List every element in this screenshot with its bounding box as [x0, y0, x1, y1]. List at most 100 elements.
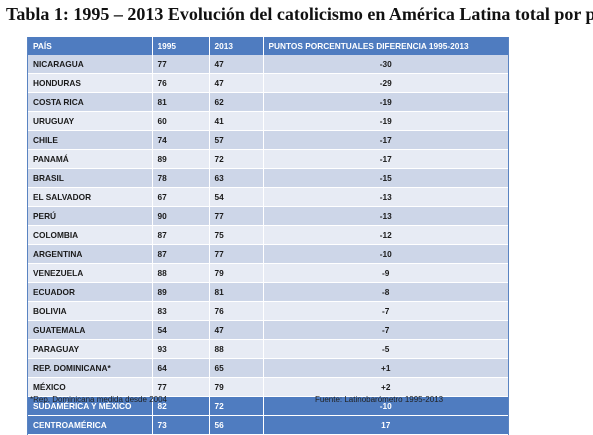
cell-pais: GUATEMALA — [28, 320, 153, 340]
cell-pais: PANAMÁ — [28, 149, 153, 169]
totals-row: CENTROAMÉRICA 73 56 17 — [28, 415, 508, 435]
source-note: Fuente: Latinobarómetro 1995-2013 — [315, 395, 444, 404]
cell-diferencia: -19 — [263, 92, 508, 112]
cell-1995: 67 — [152, 187, 210, 207]
cell-1995: 81 — [152, 92, 210, 112]
cell-diferencia: -13 — [263, 187, 508, 207]
cell-diferencia: -19 — [263, 111, 508, 131]
cell-1995: 87 — [152, 225, 210, 245]
cell-2013: 47 — [209, 55, 264, 74]
cell-diferencia: -29 — [263, 73, 508, 93]
cell-2013: 47 — [209, 73, 264, 93]
cell-2013: 77 — [209, 206, 264, 226]
cell-diferencia: 17 — [263, 415, 508, 435]
header-diferencia: PUNTOS PORCENTUALES DIFERENCIA 1995-2013 — [263, 37, 508, 55]
cell-diferencia: -13 — [263, 206, 508, 226]
cell-1995: 60 — [152, 111, 210, 131]
cell-2013: 75 — [209, 225, 264, 245]
cell-pais: NICARAGUA — [28, 55, 153, 74]
cell-pais: BRASIL — [28, 168, 153, 188]
cell-2013: 47 — [209, 320, 264, 340]
table-row: NICARAGUA 77 47 -30 — [28, 55, 508, 74]
table-row: EL SALVADOR 67 54 -13 — [28, 187, 508, 207]
header-pais: PAÍS — [28, 37, 153, 55]
table-row: COLOMBIA 87 75 -12 — [28, 225, 508, 245]
cell-diferencia: -9 — [263, 263, 508, 283]
header-2013: 2013 — [209, 37, 264, 55]
table-row: VENEZUELA 88 79 -9 — [28, 263, 508, 283]
cell-1995: 83 — [152, 301, 210, 321]
cell-pais: PARAGUAY — [28, 339, 153, 359]
table-row: PARAGUAY 93 88 -5 — [28, 339, 508, 359]
cell-1995: 89 — [152, 282, 210, 302]
cell-2013: 63 — [209, 168, 264, 188]
cell-2013: 79 — [209, 263, 264, 283]
cell-diferencia: -17 — [263, 149, 508, 169]
cell-diferencia: +2 — [263, 377, 508, 397]
cell-1995: 93 — [152, 339, 210, 359]
cell-2013: 41 — [209, 111, 264, 131]
cell-pais: COLOMBIA — [28, 225, 153, 245]
cell-pais: PERÚ — [28, 206, 153, 226]
cell-pais: URUGUAY — [28, 111, 153, 131]
cell-pais: REP. DOMINICANA* — [28, 358, 153, 378]
cell-2013: 79 — [209, 377, 264, 397]
cell-diferencia: -8 — [263, 282, 508, 302]
table-row: REP. DOMINICANA* 64 65 +1 — [28, 358, 508, 378]
cell-2013: 72 — [209, 396, 264, 416]
cell-1995: 77 — [152, 377, 210, 397]
cell-2013: 88 — [209, 339, 264, 359]
table-row: ARGENTINA 87 77 -10 — [28, 244, 508, 264]
table-row: COSTA RICA 81 62 -19 — [28, 92, 508, 112]
table-row: BOLIVIA 83 76 -7 — [28, 301, 508, 321]
cell-pais: HONDURAS — [28, 73, 153, 93]
table-row: GUATEMALA 54 47 -7 — [28, 320, 508, 340]
cell-pais: ARGENTINA — [28, 244, 153, 264]
table-row: PERÚ 90 77 -13 — [28, 206, 508, 226]
cell-pais: CENTROAMÉRICA — [28, 415, 153, 435]
cell-2013: 56 — [209, 415, 264, 435]
header-1995: 1995 — [152, 37, 210, 55]
cell-2013: 62 — [209, 92, 264, 112]
cell-2013: 54 — [209, 187, 264, 207]
table-title: Tabla 1: 1995 – 2013 Evolución del catol… — [6, 4, 593, 24]
cell-2013: 65 — [209, 358, 264, 378]
cell-diferencia: -10 — [263, 396, 508, 416]
cell-pais: CHILE — [28, 130, 153, 150]
cell-1995: 78 — [152, 168, 210, 188]
table-row: BRASIL 78 63 -15 — [28, 168, 508, 188]
cell-pais: BOLIVIA — [28, 301, 153, 321]
cell-diferencia: -17 — [263, 130, 508, 150]
cell-diferencia: -7 — [263, 301, 508, 321]
cell-2013: 57 — [209, 130, 264, 150]
cell-1995: 74 — [152, 130, 210, 150]
cell-pais: EL SALVADOR — [28, 187, 153, 207]
cell-diferencia: -15 — [263, 168, 508, 188]
footnote: *Rep. Dominicana medida desde 2004 — [30, 395, 167, 404]
cell-1995: 73 — [152, 415, 210, 435]
table-row: MÉXICO 77 79 +2 — [28, 377, 508, 397]
cell-pais: SUDAMÉRICA Y MÉXICO — [28, 396, 153, 416]
cell-1995: 90 — [152, 206, 210, 226]
cell-1995: 77 — [152, 55, 210, 74]
cell-2013: 77 — [209, 244, 264, 264]
totals-row: SUDAMÉRICA Y MÉXICO 82 72 -10 — [28, 396, 508, 416]
cell-diferencia: -12 — [263, 225, 508, 245]
table-row: ECUADOR 89 81 -8 — [28, 282, 508, 302]
cell-1995: 87 — [152, 244, 210, 264]
cell-1995: 89 — [152, 149, 210, 169]
cell-diferencia: -10 — [263, 244, 508, 264]
table-row: HONDURAS 76 47 -29 — [28, 73, 508, 93]
cell-pais: ECUADOR — [28, 282, 153, 302]
cell-diferencia: -7 — [263, 320, 508, 340]
cell-2013: 81 — [209, 282, 264, 302]
cell-pais: VENEZUELA — [28, 263, 153, 283]
cell-1995: 88 — [152, 263, 210, 283]
table-row: URUGUAY 60 41 -19 — [28, 111, 508, 131]
cell-diferencia: -5 — [263, 339, 508, 359]
cell-1995: 82 — [152, 396, 210, 416]
table-body: NICARAGUA 77 47 -30 HONDURAS 76 47 -29 COSTA RIC… — [28, 55, 508, 397]
cell-pais: MÉXICO — [28, 377, 153, 397]
cell-pais: COSTA RICA — [28, 92, 153, 112]
table-row: PANAMÁ 89 72 -17 — [28, 149, 508, 169]
